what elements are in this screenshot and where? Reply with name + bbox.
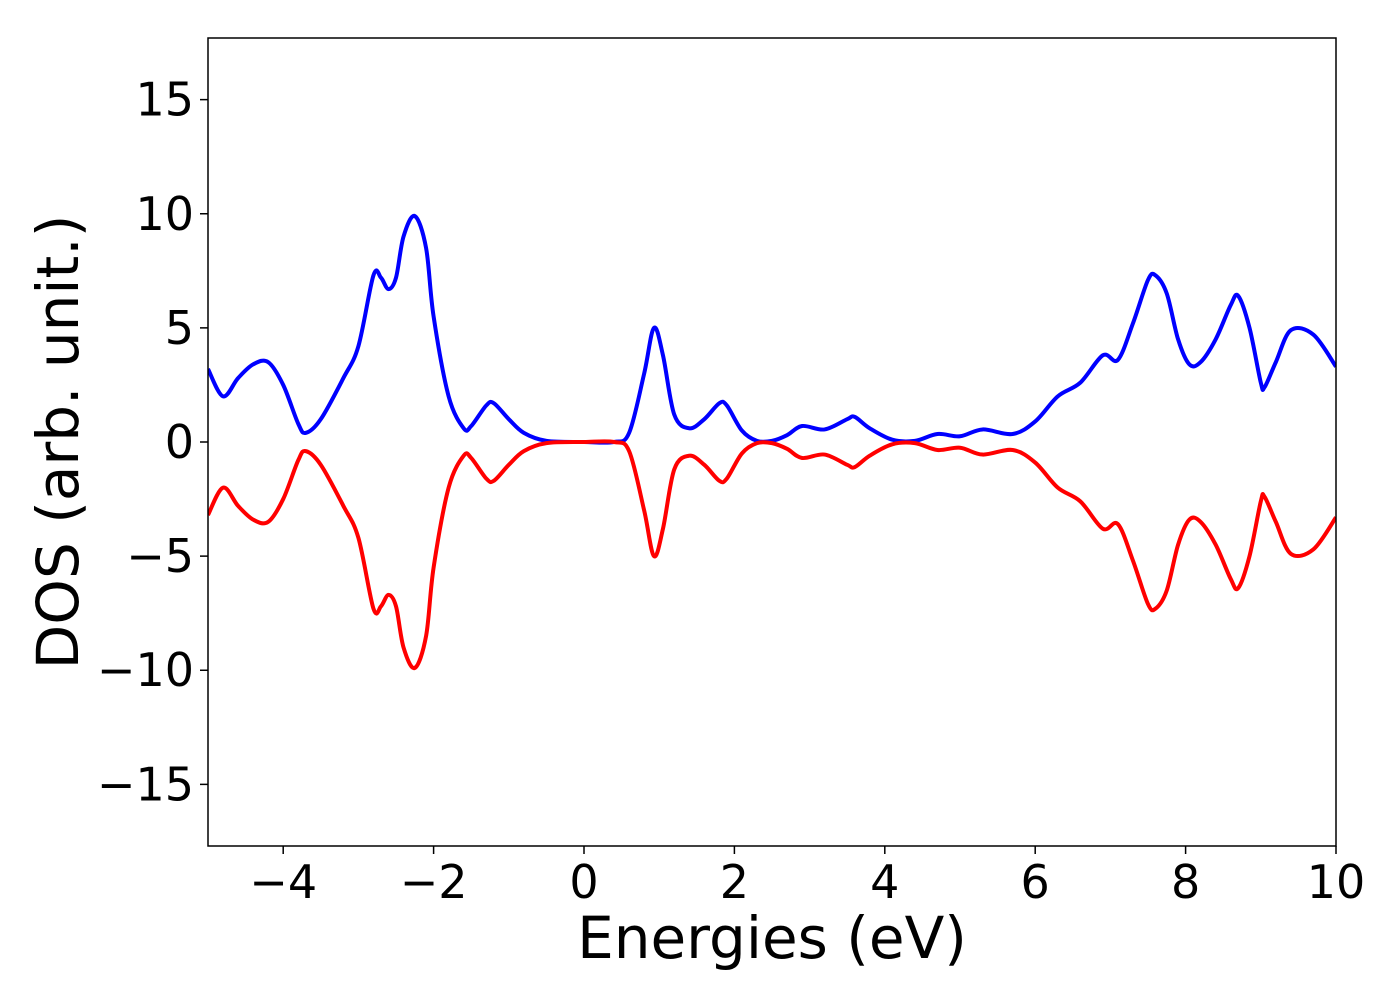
- x-tick-label: 10: [1307, 855, 1366, 909]
- x-tick-label: −4: [249, 855, 317, 909]
- x-tick-label: 0: [569, 855, 598, 909]
- x-tick-label: −2: [400, 855, 468, 909]
- y-tick-label: −10: [97, 643, 194, 697]
- plot-frame: [207, 37, 1337, 847]
- line-series: [208, 213, 1336, 445]
- y-tick-label: −15: [97, 757, 194, 811]
- y-tick-label: 0: [165, 415, 194, 469]
- y-tick-label: 15: [135, 73, 194, 127]
- x-tick-label: 8: [1171, 855, 1200, 909]
- line-series: [208, 439, 1336, 671]
- y-tick-label: 5: [165, 301, 194, 355]
- x-tick-label: 6: [1021, 855, 1050, 909]
- y-tick-label: 10: [135, 187, 194, 241]
- y-axis-label: DOS (arb. unit.): [24, 215, 92, 670]
- x-tick-label: 2: [720, 855, 749, 909]
- x-tick-label: 4: [870, 855, 899, 909]
- y-tick-label: −5: [126, 529, 194, 583]
- x-axis-label: Energies (eV): [577, 904, 967, 972]
